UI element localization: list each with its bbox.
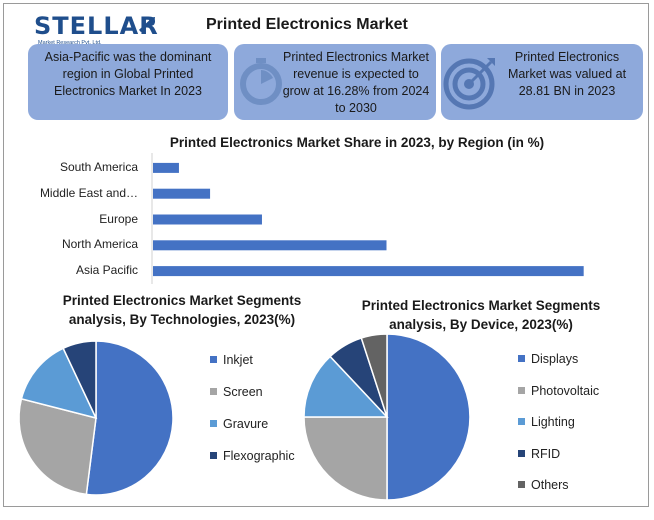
pie-device-legend-item: Lighting [518, 415, 575, 429]
legend-label: Gravure [223, 417, 269, 431]
stopwatch-icon [240, 58, 282, 105]
stat-card-value: Printed Electronics Market was valued at… [441, 44, 643, 120]
pie-device-legend-item: RFID [518, 447, 560, 461]
pie-device-legend-item: Photovoltaic [518, 384, 599, 398]
pie-technologies-legend-item: Flexographic [210, 449, 295, 463]
pie-device-slice-2 [303, 355, 389, 418]
pie-device-slice-0 [386, 333, 471, 501]
stat-card-text: Printed Electronics Market revenue is ex… [282, 50, 430, 115]
stat-card-growth: Printed Electronics Market revenue is ex… [234, 44, 436, 120]
pie-device-slice-1 [303, 416, 388, 501]
legend-swatch [518, 355, 525, 362]
bar-category-label: North America [61, 237, 138, 252]
logo-wordmark: STELLAR [34, 12, 159, 40]
pie-technologies-slice-3 [62, 340, 97, 419]
legend-swatch [518, 449, 525, 457]
stat-card-text: Printed Electronics Market was valued at… [507, 50, 627, 98]
legend-swatch [210, 420, 217, 427]
pie-technologies-legend-item: Gravure [210, 417, 268, 431]
page-title: Printed Electronics Market [206, 16, 408, 33]
pie-device-slice-4 [360, 333, 388, 418]
legend-label: Screen [223, 385, 263, 399]
bar-category-label: Europe [99, 211, 138, 226]
pie-technologies-slice-2 [20, 347, 98, 420]
stat-card-region: Asia-Pacific was the dominant region in … [28, 44, 228, 120]
bar-category-label: Middle East and… [39, 185, 138, 200]
stat-card-text: Asia-Pacific was the dominant region in … [44, 50, 212, 98]
pie-technologies-slice-1 [18, 397, 97, 496]
bar-category-label: South America [59, 159, 138, 174]
pie-technologies-slice-0 [85, 340, 174, 496]
pie-technologies-title: Printed Electronics Market Segments anal… [62, 293, 302, 327]
pie-device-legend-item: Displays [518, 352, 578, 366]
legend-label: RFID [531, 446, 561, 461]
bar-category-label: Asia Pacific [75, 263, 138, 278]
logo-arrow-icon [138, 17, 155, 33]
infographic-frame [3, 3, 649, 507]
pie-device-title: Printed Electronics Market Segments anal… [361, 298, 601, 332]
legend-label: Displays [531, 352, 579, 366]
pie-device-legend-item: Others [518, 478, 569, 492]
legend-swatch [518, 481, 525, 488]
bar-chart-title: Printed Electronics Market Share in 2023… [169, 135, 545, 150]
pie-technologies-legend-item: Screen [210, 385, 263, 399]
legend-label: Flexographic [223, 449, 295, 463]
legend-swatch [210, 356, 217, 363]
pie-technologies-legend-item: Inkjet [210, 353, 253, 367]
pie-chart-device [303, 333, 471, 501]
legend-swatch [518, 386, 525, 394]
legend-swatch [518, 418, 525, 425]
logo-tagline: Market Research Pvt. Ltd. [38, 40, 102, 46]
legend-swatch [210, 452, 217, 459]
legend-label: Lighting [531, 415, 575, 429]
pie-chart-technologies [18, 340, 174, 496]
legend-label: Others [531, 478, 569, 492]
logo: STELLAR Market Research Pvt. Ltd. [34, 12, 164, 48]
target-icon [443, 58, 495, 110]
legend-label: Inkjet [223, 353, 253, 367]
legend-swatch [210, 388, 217, 395]
legend-label: Photovoltaic [531, 383, 600, 398]
